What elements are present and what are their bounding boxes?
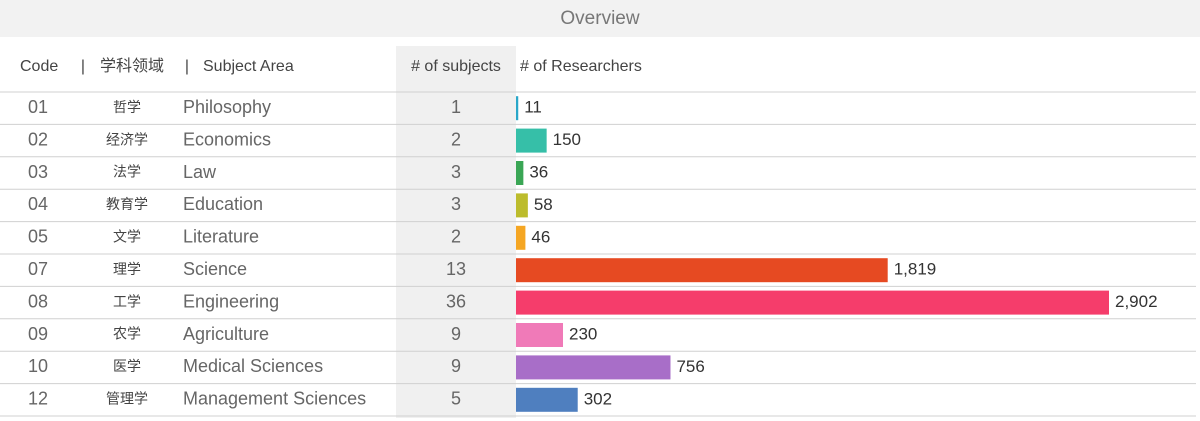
code: 08 <box>28 291 48 311</box>
researchers-label: 1,819 <box>894 260 937 279</box>
researchers-label: 58 <box>534 195 553 214</box>
researchers-bar <box>516 387 578 412</box>
code: 01 <box>28 97 48 117</box>
researchers-bar <box>516 225 526 250</box>
code: 05 <box>28 227 48 247</box>
researchers-bar <box>516 355 671 380</box>
subject-zh: 理学 <box>113 261 141 277</box>
subject-area: Education <box>183 194 263 214</box>
column-header: | <box>185 58 189 75</box>
subject-area: Agriculture <box>183 324 269 344</box>
subjects-count: 5 <box>451 389 461 409</box>
researchers-bar <box>516 161 524 185</box>
column-header: | <box>81 58 85 75</box>
researchers-bar <box>516 323 563 347</box>
researchers-label: 46 <box>531 227 550 246</box>
code: 03 <box>28 162 48 182</box>
column-header: Code <box>20 58 58 75</box>
subject-area: Medical Sciences <box>183 356 323 376</box>
column-header: Subject Area <box>203 58 294 75</box>
subject-zh: 农学 <box>113 326 141 342</box>
subjects-count: 2 <box>451 227 461 247</box>
researchers-label: 302 <box>584 389 612 408</box>
subject-area: Science <box>183 259 247 279</box>
researchers-bar <box>516 193 528 218</box>
code: 09 <box>28 324 48 344</box>
column-header: 学科领域 <box>100 57 164 75</box>
code: 02 <box>28 129 48 149</box>
code: 12 <box>28 389 48 409</box>
subject-area: Law <box>183 162 217 182</box>
subjects-count: 9 <box>451 356 461 376</box>
subject-zh: 医学 <box>113 358 141 374</box>
researchers-bar <box>516 290 1109 315</box>
subject-zh: 法学 <box>113 164 141 180</box>
subject-area: Engineering <box>183 291 279 311</box>
subjects-count: 1 <box>451 97 461 117</box>
title-bar <box>0 0 1200 37</box>
subject-zh: 工学 <box>113 293 141 309</box>
code: 04 <box>28 194 48 214</box>
column-header: # of subjects <box>411 58 501 75</box>
subject-area: Economics <box>183 129 271 149</box>
subject-area: Management Sciences <box>183 389 366 409</box>
researchers-label: 36 <box>529 162 548 181</box>
researchers-bar <box>516 96 519 121</box>
subject-area: Literature <box>183 227 259 247</box>
subjects-column <box>396 46 516 418</box>
subject-area: Philosophy <box>183 97 271 117</box>
title: Overview <box>560 8 639 29</box>
column-header: # of Researchers <box>520 58 642 75</box>
researchers-label: 230 <box>569 324 597 343</box>
subject-zh: 经济学 <box>106 131 148 147</box>
subject-zh: 文学 <box>113 229 141 245</box>
researchers-label: 150 <box>553 130 581 149</box>
code: 07 <box>28 259 48 279</box>
subject-zh: 管理学 <box>106 391 148 407</box>
subjects-count: 3 <box>451 194 461 214</box>
researchers-bar <box>516 128 547 153</box>
researchers-label: 11 <box>524 98 542 117</box>
subjects-count: 36 <box>446 291 466 311</box>
researchers-label: 2,902 <box>1115 292 1158 311</box>
subject-zh: 哲学 <box>113 99 141 115</box>
subjects-count: 13 <box>446 259 466 279</box>
researchers-bar <box>516 258 888 283</box>
researchers-label: 756 <box>676 357 704 376</box>
subjects-count: 2 <box>451 129 461 149</box>
code: 10 <box>28 356 48 376</box>
subjects-count: 3 <box>451 162 461 182</box>
subjects-count: 9 <box>451 324 461 344</box>
subject-zh: 教育学 <box>106 196 148 212</box>
